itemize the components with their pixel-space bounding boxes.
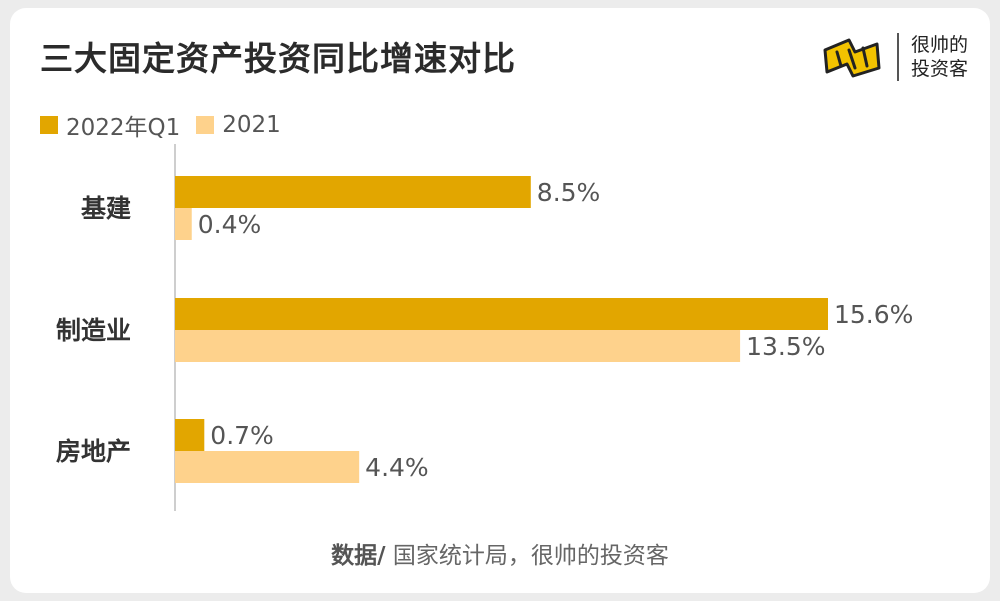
bar-series-1	[175, 176, 531, 208]
bar-series-2	[175, 451, 360, 483]
legend-item-series-1: 2022年Q1	[40, 108, 180, 142]
chart-card: 三大固定资产投资同比增速对比 很帅的 投资客 2022年Q1 2021 基建 8.…	[10, 8, 990, 593]
data-label: 4.4%	[365, 453, 429, 482]
data-label: 0.4%	[198, 210, 262, 239]
bar-series-2	[175, 330, 741, 362]
data-label: 13.5%	[746, 332, 825, 361]
brand-line-1: 很帅的	[910, 34, 968, 56]
legend-item-series-2: 2021	[196, 112, 281, 138]
brand-name: 很帅的 投资客	[911, 33, 968, 81]
data-label: 0.7%	[210, 421, 274, 450]
chart-title: 三大固定资产投资同比增速对比	[40, 39, 516, 78]
brand-divider	[896, 33, 899, 81]
chart-legend: 2022年Q1 2021	[40, 108, 297, 142]
category-label: 制造业	[56, 316, 131, 345]
bar-series-1	[175, 298, 828, 330]
legend-swatch-series-2	[196, 116, 215, 134]
category-label: 基建	[81, 194, 131, 223]
bar-chart: 基建 8.5% 0.4% 制造业 15.6% 13.5% 房地产 0.7% 4.4%	[56, 144, 913, 511]
legend-swatch-series-1	[40, 116, 58, 134]
source-text: 国家统计局，很帅的投资客	[385, 543, 669, 569]
source-note: 数据/ 国家统计局，很帅的投资客	[10, 536, 990, 570]
brand-logo-icon	[823, 38, 881, 78]
legend-label-series-2: 2021	[222, 112, 281, 138]
bar-series-2	[175, 208, 192, 240]
source-prefix: 数据/	[331, 543, 386, 569]
data-label: 15.6%	[834, 300, 913, 329]
legend-label-series-1: 2022年Q1	[66, 115, 181, 141]
category-label: 房地产	[56, 437, 131, 466]
brand-block: 很帅的 投资客	[819, 32, 968, 82]
bar-series-1	[175, 419, 205, 451]
data-label: 8.5%	[537, 178, 601, 207]
brand-line-2: 投资客	[910, 58, 968, 80]
